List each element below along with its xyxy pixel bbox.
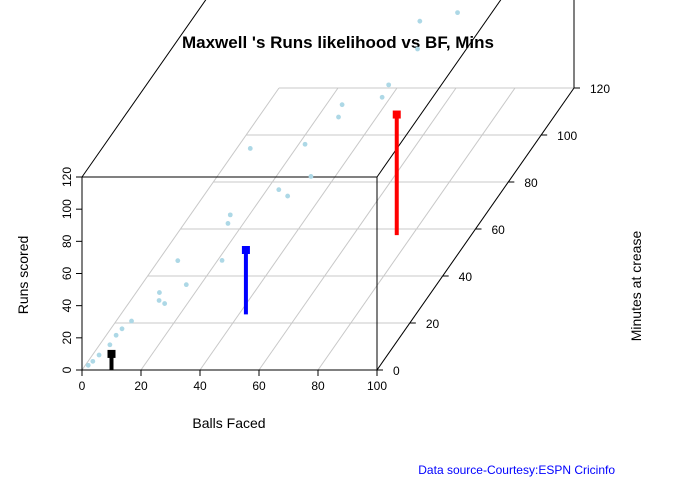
y-tick-label: 60 <box>60 267 74 281</box>
z-tick-label: 40 <box>459 270 473 284</box>
chart-title: Maxwell 's Runs likelihood vs BF, Mins <box>182 33 494 52</box>
data-source-note: Data source-Courtesy:ESPN Cricinfo <box>418 463 615 477</box>
data-point <box>339 102 345 108</box>
z-tick-label: 80 <box>524 176 538 190</box>
data-point <box>302 141 308 147</box>
x-tick-label: 20 <box>134 379 148 393</box>
data-point <box>157 290 162 295</box>
y-axis-title: Runs scored <box>15 236 31 315</box>
z-tick-label: 100 <box>557 129 577 143</box>
axis-ticks: 0 20 40 60 80 100 0 20 40 60 80 100 120 0 20 40 60 80 100 1… <box>60 82 610 393</box>
data-point <box>175 258 181 264</box>
data-point <box>113 332 119 338</box>
data-point <box>225 221 231 226</box>
likelihood-bars <box>107 110 401 370</box>
data-point <box>379 94 385 100</box>
data-point <box>276 187 282 193</box>
likelihood-bar-cap <box>392 110 401 119</box>
data-point <box>85 362 91 368</box>
x-tick-label: 40 <box>193 379 207 393</box>
data-point <box>156 298 162 303</box>
data-points <box>85 10 460 368</box>
data-point <box>96 352 102 358</box>
data-point <box>219 258 225 263</box>
data-point <box>285 193 291 199</box>
y-tick-label: 120 <box>60 167 74 187</box>
z-tick-label: 20 <box>426 317 440 331</box>
likelihood-bar-cap <box>107 349 116 358</box>
data-point <box>247 146 253 151</box>
data-point <box>119 326 125 332</box>
data-point <box>336 114 341 120</box>
z-tick-label: 0 <box>393 364 400 378</box>
x-tick-label: 0 <box>79 379 86 393</box>
x-axis-title: Balls Faced <box>192 415 265 431</box>
data-point <box>183 282 189 288</box>
likelihood-bar-cap <box>241 246 250 254</box>
data-point <box>162 301 168 306</box>
y-tick-label: 0 <box>60 366 74 373</box>
box-edge <box>81 0 207 178</box>
y-tick-label: 20 <box>60 331 74 345</box>
box-edge <box>376 0 502 178</box>
data-point <box>129 318 134 324</box>
x-tick-label: 100 <box>367 379 387 393</box>
data-point <box>107 342 113 348</box>
y-tick-label: 100 <box>60 199 74 219</box>
data-point <box>90 358 96 364</box>
plot-box <box>81 0 575 371</box>
data-point <box>227 212 233 218</box>
data-point <box>386 82 392 88</box>
y-tick-label: 40 <box>60 299 74 313</box>
x-tick-label: 80 <box>311 379 325 393</box>
y-tick-label: 80 <box>60 234 74 248</box>
z-tick-label: 60 <box>492 223 506 237</box>
data-point <box>417 18 423 24</box>
z-axis-title: Minutes at crease <box>628 231 644 342</box>
data-point <box>455 10 460 16</box>
data-point <box>308 174 314 179</box>
data-point <box>415 46 420 52</box>
z-tick-label: 120 <box>590 82 610 96</box>
x-tick-label: 60 <box>252 379 266 393</box>
